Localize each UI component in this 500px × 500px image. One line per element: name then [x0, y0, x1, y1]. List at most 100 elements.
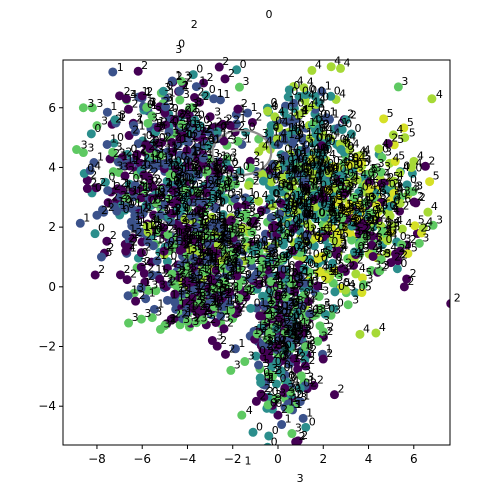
point-label: 3: [155, 306, 162, 319]
point-label: 1: [207, 190, 214, 203]
point-label: 3: [164, 144, 171, 157]
point-label: 2: [90, 177, 97, 190]
point-label: 4: [396, 214, 403, 227]
point-label: 1: [191, 130, 198, 143]
point-label: 2: [227, 317, 234, 330]
point-label: 2: [167, 216, 174, 229]
point-label: 0: [271, 435, 278, 448]
point-label: 1: [120, 199, 127, 212]
point-label: 5: [346, 198, 353, 211]
point-label-3: 3: [87, 97, 94, 110]
point-label-2: 4: [436, 88, 443, 101]
point-label: 0: [249, 120, 256, 133]
point-label: 2: [162, 131, 169, 144]
y-tick-label: 2: [48, 220, 56, 234]
point-label: 0: [261, 234, 268, 247]
point-label-26: 6: [404, 192, 411, 205]
point-label: 2: [312, 289, 319, 302]
point-label: 2: [228, 67, 235, 80]
point-label-31: 0: [323, 118, 330, 131]
point-label: 3: [436, 213, 443, 226]
point-label: 2: [297, 347, 304, 360]
point-label: 3: [304, 364, 311, 377]
point-label: 3: [270, 326, 277, 339]
point-label: 5: [325, 245, 332, 258]
y-tick-label: 6: [48, 101, 56, 115]
point-label: 2: [280, 334, 287, 347]
point-label: 1: [146, 201, 153, 214]
point-label: 1: [194, 204, 201, 217]
point-label: 1: [83, 211, 90, 224]
point-label: 2: [147, 163, 154, 176]
point-label: 0: [266, 169, 273, 182]
point-label: 0: [302, 235, 309, 248]
point-label-22: 4: [404, 240, 411, 253]
point-label: 3: [206, 260, 213, 273]
point-label: 0: [338, 280, 345, 293]
point-label: 2: [227, 129, 234, 142]
point-label: 3: [383, 259, 390, 272]
point-label: 5: [372, 177, 379, 190]
point-label: 0: [254, 296, 261, 309]
point-label: 0: [266, 284, 273, 297]
point-label: 2: [176, 140, 183, 153]
point-label: 3: [297, 472, 304, 485]
point-label: 1: [137, 113, 144, 126]
point-label: 5: [433, 170, 440, 183]
point-label: 3: [159, 191, 166, 204]
x-tick-label: 4: [365, 452, 373, 466]
point-label-23: 5: [409, 127, 416, 140]
point-label: 2: [233, 280, 240, 293]
point-label: 1: [131, 284, 138, 297]
point-label: 2: [317, 374, 324, 387]
point-label: 1: [211, 232, 218, 245]
point-label: 3: [276, 364, 283, 377]
point-label: 0: [323, 143, 330, 156]
point-label: 2: [454, 292, 461, 305]
point-label: 1: [306, 406, 313, 419]
point-label: 4: [360, 168, 367, 181]
point-label: 5: [352, 153, 359, 166]
point-label: 1: [213, 245, 220, 258]
point-label: 0: [303, 207, 310, 220]
point-label: 1: [233, 255, 240, 268]
point-label: 3: [190, 260, 197, 273]
point-label: 3: [234, 358, 241, 371]
point-label-32: 0: [275, 115, 282, 128]
point-label: 0: [108, 170, 115, 183]
point-label: 1: [168, 178, 175, 191]
point-label: 2: [240, 264, 247, 277]
point-label: 1: [238, 187, 245, 200]
point-label: 1: [155, 263, 162, 276]
point-label: 2: [326, 347, 333, 360]
point-label: 2: [297, 216, 304, 229]
point-label-27: 3: [289, 377, 296, 390]
point-label: 2: [376, 244, 383, 257]
point-label: 4: [348, 278, 355, 291]
point-label: 4: [405, 217, 412, 230]
point-label-17: 3: [201, 312, 208, 325]
point-label: 2: [357, 253, 364, 266]
point-label: 4: [382, 198, 389, 211]
point-label: 2: [298, 280, 305, 293]
point-label: 4: [330, 215, 337, 228]
point-label: 1: [201, 163, 208, 176]
point-label: 3: [325, 201, 332, 214]
point-label: 3: [195, 95, 202, 108]
point-label: 5: [342, 221, 349, 234]
point-label: 0: [227, 188, 234, 201]
point-label-11: 3: [87, 142, 94, 155]
point-label: 0: [310, 195, 317, 208]
point-label: 1: [192, 161, 199, 174]
x-tick-label: 2: [319, 452, 327, 466]
point-label: 0: [203, 114, 210, 127]
point-label: 4: [262, 189, 269, 202]
point-label: 3: [255, 220, 262, 233]
point-label: 2: [299, 430, 306, 443]
point-label: 3: [384, 160, 391, 173]
point-label: 2: [98, 263, 105, 276]
point-label: 3: [213, 147, 220, 160]
point-label: 1: [225, 295, 232, 308]
point-label-35: 3: [214, 106, 221, 119]
point-label: 2: [125, 178, 132, 191]
